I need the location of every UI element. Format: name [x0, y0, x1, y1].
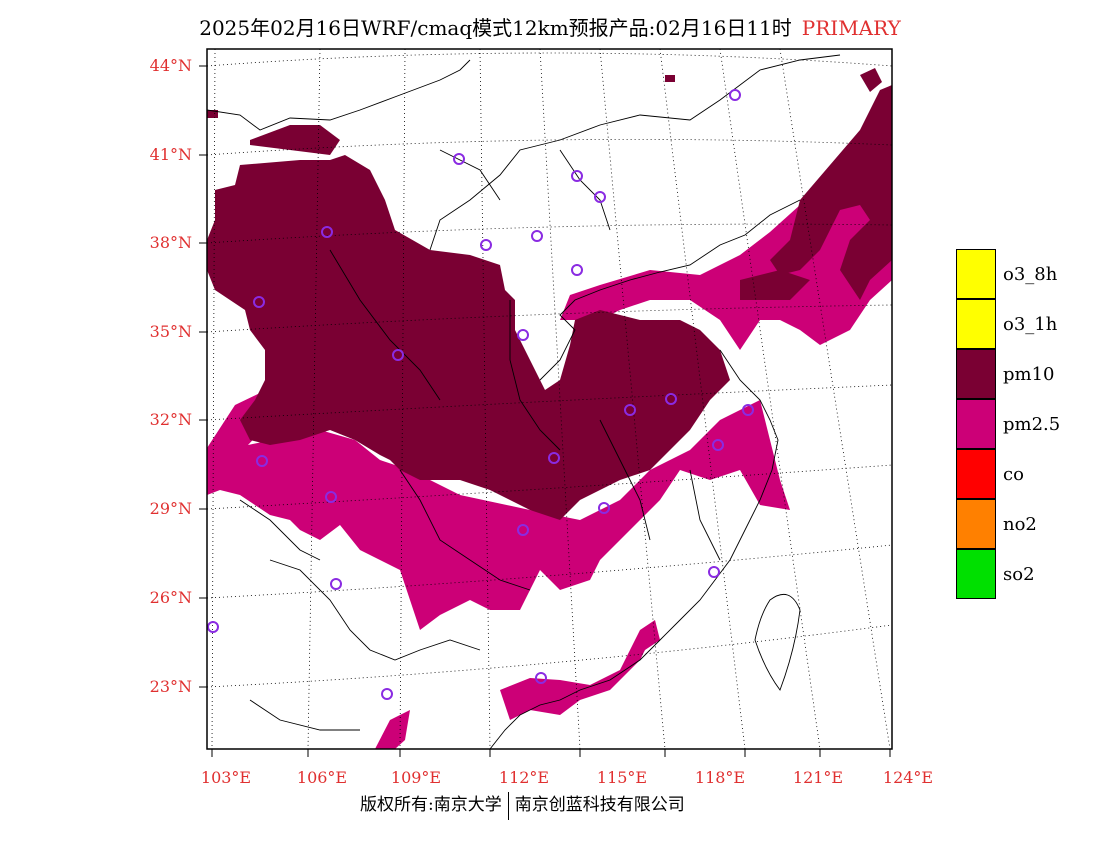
copyright-right: 南京创蓝科技有限公司: [514, 795, 685, 815]
lon-label: 109°E: [390, 768, 442, 787]
legend-swatch-pm10: [956, 349, 996, 399]
lat-label: 44°N: [149, 56, 192, 75]
legend-swatch-co: [956, 449, 996, 499]
boundaries: [207, 54, 841, 749]
lat-label: 29°N: [149, 499, 192, 518]
lon-label: 106°E: [296, 768, 348, 787]
lat-label: 35°N: [149, 322, 192, 341]
map-frame: [206, 48, 893, 750]
legend-label: o3_8h: [1003, 264, 1058, 285]
lon-label: 124°E: [882, 768, 934, 787]
legend-label: pm10: [1003, 364, 1055, 385]
legend-label: o3_1h: [1003, 314, 1058, 335]
lat-label: 26°N: [149, 588, 192, 607]
legend-swatch-o3-1h: [956, 299, 996, 349]
lon-label: 118°E: [694, 768, 746, 787]
map-plot-area: [207, 49, 892, 749]
map-title: 2025年02月16日WRF/cmaq模式12km预报产品:02月16日11时 P…: [0, 12, 1100, 41]
legend-swatch-pm25: [956, 399, 996, 449]
legend-swatch-so2: [956, 549, 996, 599]
title-tag: PRIMARY: [801, 16, 901, 40]
footer-divider: [507, 791, 509, 820]
station-markers: [207, 89, 754, 700]
legend-label: no2: [1003, 514, 1037, 535]
legend-swatch-o3-8h: [956, 249, 996, 299]
legend-label: pm2.5: [1003, 414, 1061, 435]
copyright-left: 版权所有:南京大学: [360, 795, 502, 815]
lat-label: 38°N: [149, 233, 192, 252]
legend-label: co: [1003, 464, 1024, 485]
lon-label: 112°E: [498, 768, 550, 787]
lat-label: 41°N: [149, 145, 192, 164]
lat-label: 23°N: [149, 677, 192, 696]
legend-label: so2: [1003, 564, 1035, 585]
lon-label: 121°E: [792, 768, 844, 787]
lon-label: 103°E: [200, 768, 252, 787]
lon-label: 115°E: [596, 768, 648, 787]
legend-swatch-no2: [956, 499, 996, 549]
axis-ticks: [199, 65, 891, 757]
lat-label: 32°N: [149, 410, 192, 429]
title-main: 2025年02月16日WRF/cmaq模式12km预报产品:02月16日11时: [199, 16, 792, 40]
copyright-footer: 版权所有:南京大学 南京创蓝科技有限公司: [360, 790, 685, 820]
graticule: [207, 49, 892, 749]
pm10-area: [207, 68, 892, 520]
